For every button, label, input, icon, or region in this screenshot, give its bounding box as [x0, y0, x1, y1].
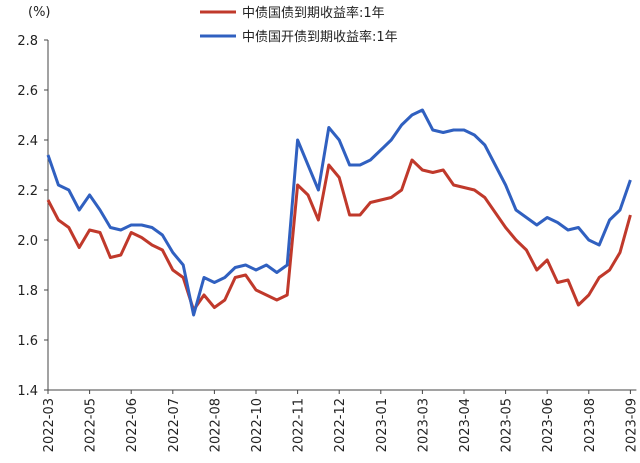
y-tick-label: 2.0: [17, 234, 38, 249]
y-tick-label: 2.6: [17, 84, 38, 99]
x-tick-label: 2023-06: [541, 398, 556, 452]
x-tick-label: 2022-12: [333, 398, 348, 452]
x-tick-label: 2023-03: [416, 398, 431, 452]
y-tick-label: 2.2: [17, 184, 38, 199]
x-tick-label: 2022-11: [292, 398, 307, 452]
legend-label: 中债国开债到期收益率:1年: [242, 29, 398, 45]
x-tick-label: 2022-10: [250, 398, 265, 452]
legend-label: 中债国债到期收益率:1年: [242, 5, 385, 21]
y-tick-label: 2.8: [17, 34, 38, 49]
y-unit: (%): [28, 5, 51, 20]
series-line: [46, 158, 632, 312]
y-tick-label: 2.4: [17, 134, 38, 149]
x-tick-label: 2023-04: [458, 398, 473, 452]
x-tick-label: 2023-05: [500, 398, 515, 452]
x-tick-label: 2022-05: [84, 398, 99, 452]
series-line: [46, 108, 632, 317]
y-tick-label: 1.6: [17, 334, 38, 349]
y-tick-label: 1.8: [17, 284, 38, 299]
x-tick-label: 2023-09: [624, 398, 639, 452]
x-tick-label: 2023-08: [583, 398, 598, 452]
x-tick-label: 2022-06: [125, 398, 140, 452]
x-tick-label: 2023-01: [375, 398, 390, 452]
x-tick-label: 2022-03: [42, 398, 57, 452]
y-tick-label: 1.4: [17, 384, 38, 399]
x-tick-label: 2022-07: [167, 398, 182, 452]
x-tick-label: 2022-08: [208, 398, 223, 452]
